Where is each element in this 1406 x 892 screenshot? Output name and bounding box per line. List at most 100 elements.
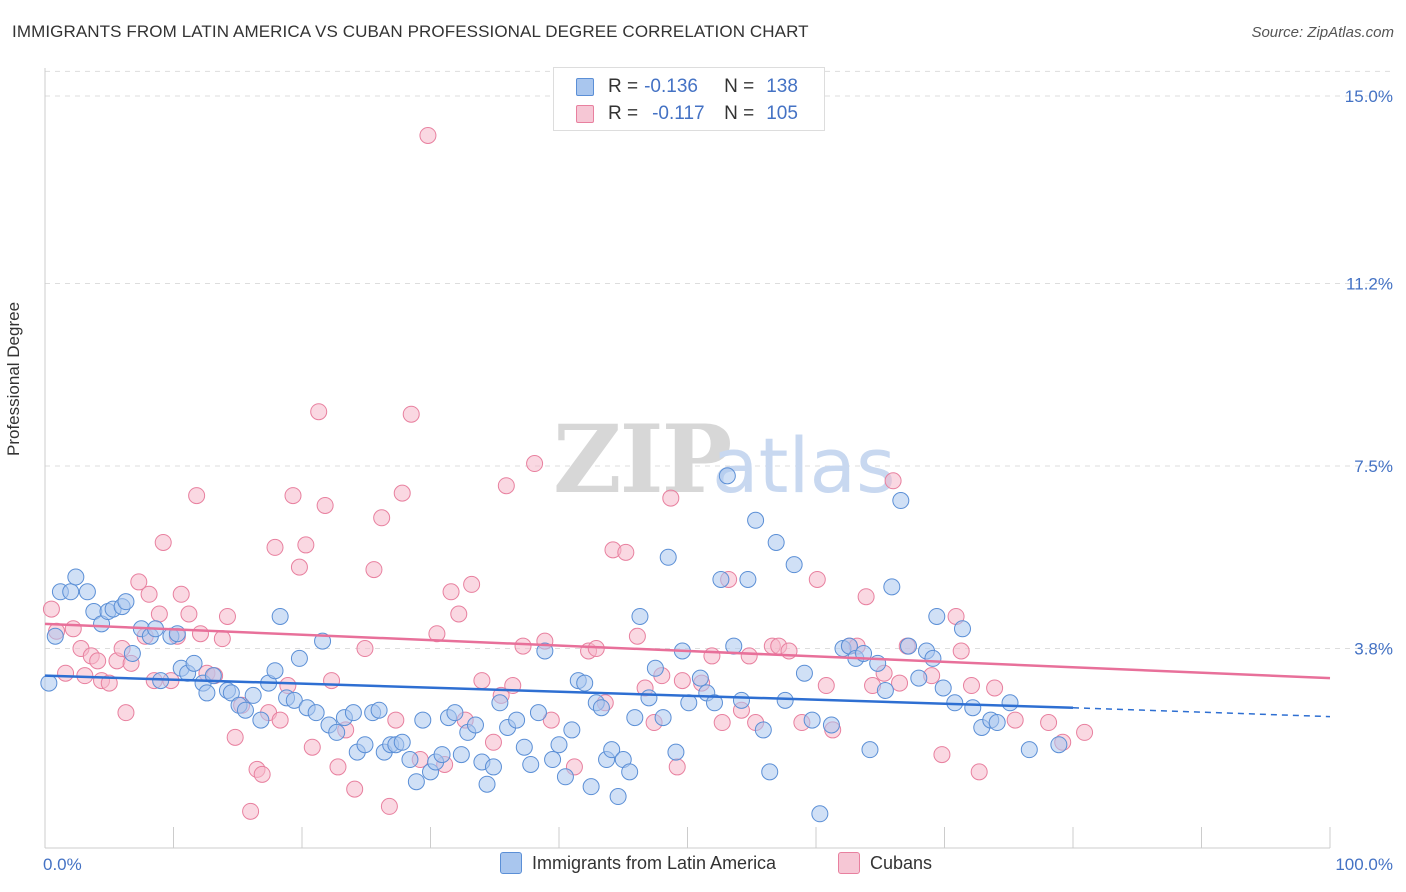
data-point-latin-america [198,684,216,702]
watermark-atlas: atlas [712,421,896,510]
data-point-latin-america [407,773,425,791]
correlation-legend: R = -0.136 N = 138 R = -0.117 N = 105 [553,67,825,131]
data-point-latin-america [401,751,419,769]
data-point-latin-america [934,679,952,697]
data-point-latin-america [46,627,64,645]
data-point-cubans [284,487,302,505]
legend-row-latin-america: R = -0.136 N = 138 [576,75,798,99]
data-point-latin-america [484,758,502,776]
data-point-latin-america [522,755,540,773]
data-point-cubans [402,405,420,423]
data-point-cubans [673,672,691,690]
legend-n-value: 105 [766,103,798,124]
watermark-zip: ZIP [553,405,731,515]
data-point-latin-america [314,632,332,650]
legend-swatch-blue [500,852,522,874]
y-axis-label: Professional Degree [4,301,23,456]
data-point-cubans [617,543,635,561]
data-point-latin-america [822,716,840,734]
data-point-latin-america [478,775,496,793]
data-point-latin-america [40,674,58,692]
data-point-latin-america [754,721,772,739]
data-point-cubans [140,585,158,603]
data-point-latin-america [910,669,928,687]
data-point-latin-america [222,684,240,702]
legend-swatch-pink [838,852,860,874]
source-label: Source: ZipAtlas.com [1251,24,1394,41]
data-point-cubans [817,677,835,695]
data-point-cubans [1040,714,1058,732]
data-point-cubans [662,489,680,507]
data-point-latin-america [592,699,610,717]
data-point-latin-america [654,709,672,727]
data-point-cubans [89,652,107,670]
data-point-cubans [970,763,988,781]
data-point-latin-america [761,763,779,781]
data-point-latin-america [328,723,346,741]
data-point-latin-america [691,669,709,687]
data-point-cubans [1076,723,1094,741]
data-point-latin-america [78,583,96,601]
data-point-cubans [172,585,190,603]
data-point-latin-america [626,709,644,727]
legend-item-latin-america: Immigrants from Latin America [500,852,776,874]
data-point-latin-america [739,570,757,588]
y-tick-label: 11.2% [1346,274,1393,293]
data-point-cubans [484,733,502,751]
data-point-latin-america [640,689,658,707]
data-point-cubans [952,642,970,660]
data-point-latin-america [236,701,254,719]
legend-r-value: -0.117 [652,103,705,124]
data-point-cubans [329,758,347,776]
data-point-cubans [668,758,686,776]
legend-n-value: 138 [766,76,798,97]
data-point-latin-america [705,694,723,712]
data-point-latin-america [667,743,685,761]
data-point-latin-america [433,746,451,764]
data-point-latin-america [117,593,135,611]
data-point-cubans [64,620,82,638]
legend-label-cubans: Cubans [870,852,933,873]
data-point-latin-america [414,711,432,729]
trend-lines [44,622,1331,718]
legend-label-latin-america: Immigrants from Latin America [532,852,777,873]
data-point-latin-america [307,704,325,722]
data-point-cubans [740,647,758,665]
data-point-latin-america [271,607,289,625]
data-point-cubans [442,583,460,601]
legend-r-label: R = [608,76,639,97]
data-point-cubans [266,538,284,556]
data-point-latin-america [290,649,308,667]
data-point-latin-america [266,662,284,680]
data-point-latin-america [861,741,879,759]
data-point-latin-america [803,711,821,729]
chart-title: IMMIGRANTS FROM LATIN AMERICA VS CUBAN P… [12,22,809,41]
data-point-latin-america [356,736,374,754]
legend-swatch-pink [576,105,594,123]
data-point-cubans [271,711,289,729]
data-point-latin-america [244,686,262,704]
data-point-cubans [526,455,544,473]
data-point-cubans [154,533,172,551]
x-tick-label-max: 100.0% [1335,855,1393,874]
axes [44,68,1331,849]
data-point-cubans [117,704,135,722]
data-point-latin-america [621,763,639,781]
series-legend: Immigrants from Latin America Cubans [0,852,1406,878]
data-point-latin-america [582,778,600,796]
data-point-latin-america [550,736,568,754]
data-point-latin-america [892,492,910,510]
data-point-latin-america [185,654,203,672]
data-point-latin-america [285,691,303,709]
data-point-latin-america [646,659,664,677]
data-point-latin-america [67,568,85,586]
data-point-latin-america [712,570,730,588]
data-point-cubans [57,664,75,682]
data-point-latin-america [811,805,829,823]
trend-line-latin-america-extension [1072,706,1331,718]
legend-r-label: R = [608,103,639,124]
gridlines [45,70,1395,650]
data-point-cubans [356,640,374,658]
data-point-cubans [628,627,646,645]
